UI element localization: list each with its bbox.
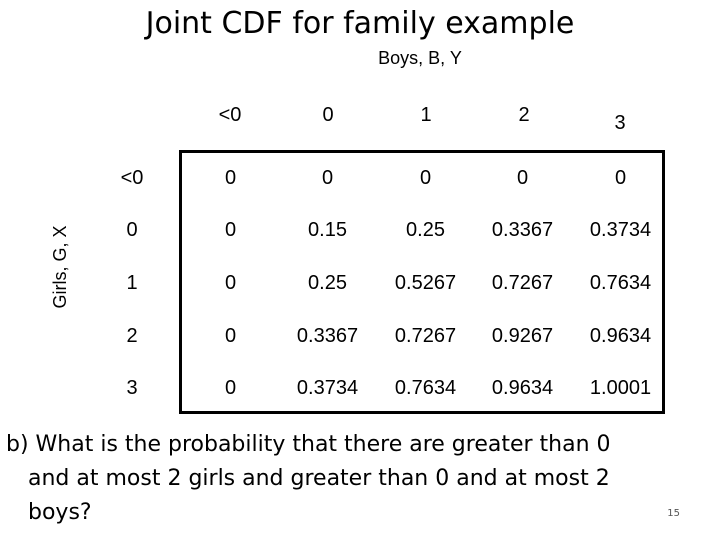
cdf-table-frame xyxy=(179,150,665,414)
table-cell: 0.3734 xyxy=(296,377,359,399)
table-cell: 0.9267 xyxy=(491,325,554,347)
column-header: 3 xyxy=(614,112,626,134)
column-header: 2 xyxy=(518,104,530,126)
column-header: <0 xyxy=(218,104,242,126)
question-text: b) What is the probability that there ar… xyxy=(6,428,686,530)
table-cell: 0.7634 xyxy=(589,272,652,294)
table-cell: 0 xyxy=(224,325,237,347)
table-cell: 0.15 xyxy=(308,219,347,241)
table-cell: 0.9634 xyxy=(491,377,554,399)
table-cell: 0.25 xyxy=(406,219,445,241)
table-cell: 0.5267 xyxy=(394,272,457,294)
table-cell: 0 xyxy=(321,167,334,189)
table-cell: 0.25 xyxy=(308,272,347,294)
row-header: 3 xyxy=(126,377,138,399)
table-cell: 0 xyxy=(516,167,529,189)
row-variable-label: Girls, G, X xyxy=(50,225,70,309)
row-header: <0 xyxy=(120,167,144,189)
page-number: 15 xyxy=(667,508,680,519)
table-cell: 0 xyxy=(419,167,432,189)
question-line: boys? xyxy=(28,500,92,525)
table-cell: 0.3734 xyxy=(589,219,652,241)
slide-title: Joint CDF for family example xyxy=(145,6,575,41)
row-header: 2 xyxy=(126,325,138,347)
question-line: and at most 2 girls and greater than 0 a… xyxy=(28,466,610,491)
table-cell: 0 xyxy=(224,167,237,189)
column-header: 1 xyxy=(420,104,432,126)
table-cell: 0.7267 xyxy=(394,325,457,347)
column-header: 0 xyxy=(322,104,334,126)
column-variable-label: Boys, B, Y xyxy=(378,48,462,68)
table-cell: 0 xyxy=(224,219,237,241)
table-cell: 0 xyxy=(614,167,627,189)
table-cell: 0 xyxy=(224,272,237,294)
question-line: b) What is the probability that there ar… xyxy=(6,432,611,457)
row-header: 1 xyxy=(126,272,138,294)
table-cell: 0 xyxy=(224,377,237,399)
table-cell: 0.3367 xyxy=(491,219,554,241)
table-cell: 0.7267 xyxy=(491,272,554,294)
table-cell: 1.0001 xyxy=(589,377,652,399)
table-cell: 0.9634 xyxy=(589,325,652,347)
row-header: 0 xyxy=(126,219,138,241)
table-cell: 0.7634 xyxy=(394,377,457,399)
table-cell: 0.3367 xyxy=(296,325,359,347)
